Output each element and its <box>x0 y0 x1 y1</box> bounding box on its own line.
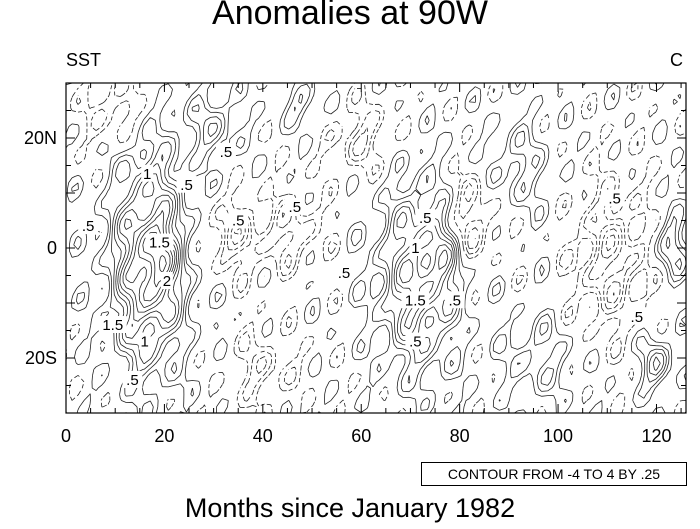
contour-line <box>227 127 640 374</box>
contour-label-bg <box>626 307 647 325</box>
contour-label: 1 <box>411 240 419 257</box>
contour-label: .5 <box>631 309 644 326</box>
contour-label-bg <box>138 332 151 350</box>
contour-label: 1 <box>143 166 151 183</box>
contour-label: .5 <box>180 177 193 194</box>
contour-label-bg <box>141 164 154 182</box>
contour-label: 1.5 <box>149 235 170 252</box>
axis-ticks: 0 20 40 60 80 100 120 20N 0 20S <box>24 82 686 446</box>
contour-label: .5 <box>220 144 233 161</box>
contour-label: 2 <box>163 273 171 290</box>
contour-labels: .511.521.51.5.5.5.5.5.5.511.5.5.5.5.5 <box>78 142 647 389</box>
contour-label: .5 <box>338 265 351 282</box>
x-tick-label: 40 <box>253 426 273 446</box>
contour-label-bg <box>604 189 625 207</box>
x-tick-label: 20 <box>154 426 174 446</box>
contour-label-bg <box>122 371 143 388</box>
contour-label-bg <box>444 291 465 309</box>
contour-label-bg <box>415 208 436 226</box>
contour-label: .5 <box>448 292 461 309</box>
x-tick-label: 60 <box>351 426 371 446</box>
x-tick-label: 100 <box>543 426 573 446</box>
contour-label: .5 <box>409 334 422 351</box>
x-axis-label: Months since January 1982 <box>184 493 516 523</box>
contour-label-bg <box>401 291 430 309</box>
contour-label-bg <box>409 239 422 256</box>
contour-line <box>116 173 661 371</box>
contour-label: 1.5 <box>405 292 426 309</box>
contour-label: .5 <box>289 199 302 216</box>
contour-line <box>234 227 616 296</box>
y-tick-label: 0 <box>47 238 57 258</box>
contour-label-bg <box>405 332 426 350</box>
contour-label: .5 <box>126 372 139 389</box>
variable-label: SST <box>66 50 102 70</box>
contour-label: .5 <box>419 210 432 227</box>
contour-label: 1.5 <box>102 317 123 334</box>
contour-label-bg <box>78 217 99 234</box>
contour-label-bg <box>228 211 249 229</box>
y-tick-label: 20S <box>25 348 57 368</box>
x-tick-label: 80 <box>450 426 470 446</box>
contour-line <box>111 93 687 386</box>
x-tick-label: 0 <box>61 426 71 446</box>
contour-label: 1 <box>141 334 149 351</box>
contour-info-box: CONTOUR FROM -4 TO 4 BY .25 <box>421 462 687 486</box>
contour-label-bg <box>215 142 236 160</box>
x-tick-label: 120 <box>641 426 671 446</box>
contour-line <box>71 82 687 414</box>
contour-label-bg <box>334 263 355 281</box>
contour-label: .5 <box>608 191 621 208</box>
contour-label-bg <box>98 316 127 333</box>
y-tick-label: 20N <box>24 128 57 148</box>
contour-line <box>125 210 176 308</box>
contour-label-bg <box>160 272 173 289</box>
contour-label-bg <box>145 233 174 251</box>
contour-label-bg <box>176 175 197 193</box>
contour-label: .5 <box>82 218 95 235</box>
contour-label-bg <box>284 197 305 215</box>
chart-title: Anomalies at 90W <box>212 0 488 32</box>
unit-label: C <box>670 50 683 70</box>
contour-label: .5 <box>232 213 245 230</box>
contour-lines <box>65 82 687 414</box>
contour-line <box>114 122 682 376</box>
